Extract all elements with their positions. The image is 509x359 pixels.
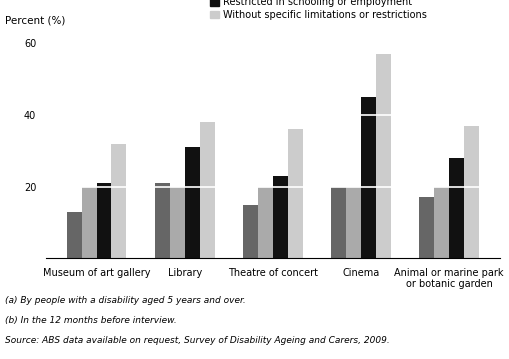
Bar [81,187,96,258]
Bar [345,187,360,258]
Bar [272,176,287,258]
Bar [66,212,81,258]
Bar [287,129,302,258]
Text: Percent (%): Percent (%) [5,16,65,26]
Bar [111,144,126,258]
Bar [184,147,200,258]
Bar [463,126,478,258]
Bar [360,97,375,258]
Bar [258,187,272,258]
Bar [418,197,433,258]
Bar [433,187,448,258]
Bar [96,183,111,258]
Text: Source: ABS data available on request, Survey of Disability Ageing and Carers, 2: Source: ABS data available on request, S… [5,336,389,345]
Bar [448,158,463,258]
Bar [242,205,258,258]
Legend: Profound or severe core-activity limitation, Moderate or mild core-activity limi: Profound or severe core-activity limitat… [209,0,428,20]
Text: (b) In the 12 months before interview.: (b) In the 12 months before interview. [5,316,177,325]
Bar [154,183,169,258]
Bar [375,54,390,258]
Bar [200,122,214,258]
Text: (a) By people with a disability aged 5 years and over.: (a) By people with a disability aged 5 y… [5,296,245,305]
Bar [330,187,345,258]
Bar [169,187,184,258]
